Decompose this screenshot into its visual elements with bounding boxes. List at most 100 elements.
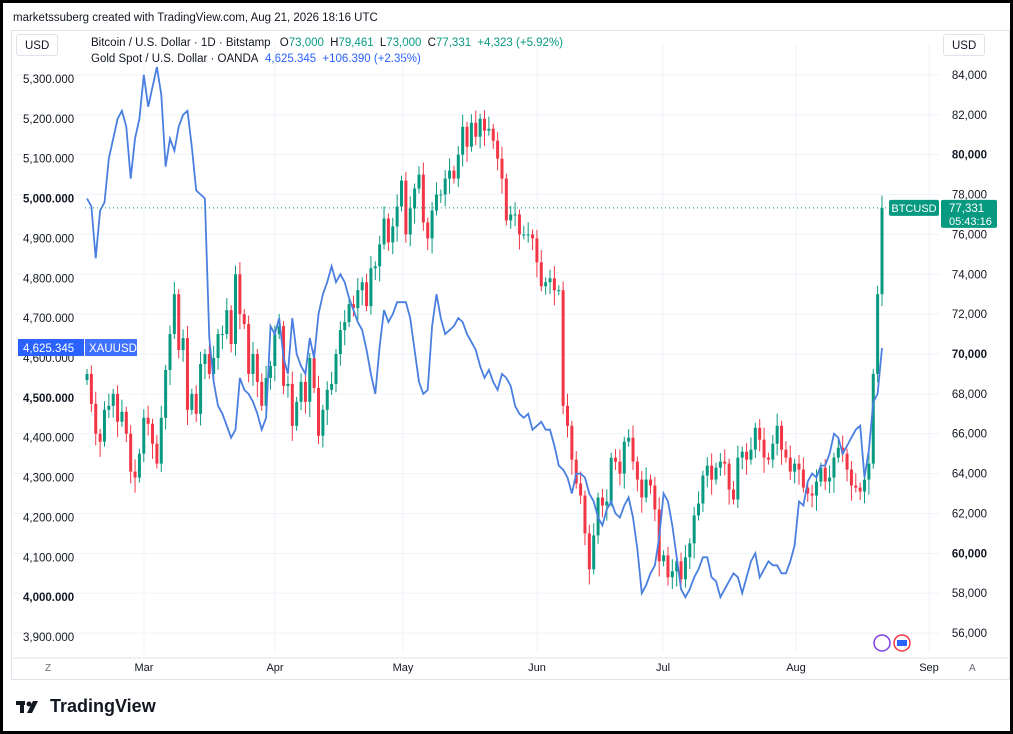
- btc-candle-body: [539, 262, 543, 287]
- gold-last: 4,625.345: [265, 53, 317, 65]
- btc-candle-body: [504, 178, 508, 221]
- btc-candle-body: [391, 226, 395, 243]
- chart-panel[interactable]: [11, 30, 1010, 680]
- left-axis-tick: 5,300.000: [23, 74, 74, 86]
- btc-candle-body: [600, 497, 604, 506]
- right-axis-tick: 68,000: [952, 389, 987, 401]
- auto-scale-toggle[interactable]: A: [969, 663, 976, 674]
- btc-candle-body: [133, 471, 137, 478]
- btc-candle-body: [797, 463, 801, 470]
- btc-candle-body: [277, 326, 281, 335]
- btc-candle-body: [338, 330, 342, 354]
- btc-candle-body: [876, 294, 880, 374]
- btc-candle-body: [255, 354, 259, 382]
- btc-candle-body: [260, 381, 264, 406]
- btc-candle-body: [605, 501, 609, 506]
- btc-candle-body: [557, 290, 561, 292]
- btc-candle-body: [522, 234, 526, 236]
- btc-legend-name: Bitcoin / U.S. Dollar · 1D · Bitstamp: [91, 37, 271, 49]
- left-axis-tick: 4,000.000: [23, 592, 74, 604]
- btc-candle-body: [845, 453, 849, 470]
- btc-candle-body: [142, 417, 146, 454]
- btc-candle-body: [714, 467, 718, 480]
- btc-candle-body: [631, 437, 635, 462]
- btc-candle-body: [583, 495, 587, 534]
- btc-candle-body: [185, 338, 189, 410]
- btc-candle-body: [784, 449, 788, 458]
- snapshot-byline: marketssuberg created with TradingView.c…: [13, 12, 378, 24]
- btc-candle-body: [312, 357, 316, 388]
- event-icon[interactable]: [873, 634, 891, 652]
- right-axis-tick: 66,000: [952, 429, 987, 441]
- btc-candle-body: [181, 338, 185, 351]
- btc-candle-body: [325, 389, 329, 410]
- btc-candle-body: [775, 425, 779, 444]
- left-axis-tick: 4,400.000: [23, 433, 74, 445]
- btc-candle-body: [496, 140, 500, 159]
- right-currency-selector[interactable]: USD: [943, 34, 986, 56]
- btc-candle-body: [317, 387, 321, 436]
- btc-candle-body: [535, 238, 539, 263]
- gold-series-line: [86, 66, 883, 600]
- btc-candle-body: [675, 561, 679, 572]
- left-axis-tick: 4,900.000: [23, 233, 74, 245]
- right-axis-tick: 84,000: [952, 70, 987, 82]
- btc-candle-body: [212, 357, 216, 374]
- btc-candle-body: [758, 427, 762, 440]
- btc-candle-body: [220, 334, 224, 336]
- btc-high: 79,461: [338, 37, 374, 49]
- btc-candle-body: [321, 409, 325, 436]
- gold-legend-name: Gold Spot / U.S. Dollar · OANDA: [91, 53, 258, 65]
- btc-candle-body: [509, 214, 513, 221]
- btc-candle-body: [124, 411, 128, 434]
- btc-candle-body: [478, 118, 482, 137]
- btc-candle-body: [421, 174, 425, 223]
- btc-candle-body: [705, 465, 709, 476]
- btc-candle-body: [247, 324, 251, 374]
- btc-candle-body: [871, 373, 875, 464]
- left-currency-selector[interactable]: USD: [16, 34, 59, 56]
- zoom-reset-icon[interactable]: Z: [45, 663, 52, 674]
- gold-ticker-label-bg: [85, 339, 137, 357]
- right-axis-tick: 70,000: [952, 349, 987, 361]
- right-axis-tick: 58,000: [952, 588, 987, 600]
- btc-candle-body: [683, 557, 687, 580]
- right-axis-tick: 60,000: [952, 548, 987, 560]
- btc-candle-body: [592, 535, 596, 570]
- btc-candle-body: [461, 126, 465, 155]
- x-axis-tick: Jul: [656, 662, 670, 674]
- btc-candle-body: [360, 282, 364, 291]
- btc-candle-body: [120, 411, 124, 422]
- btc-candle-body: [177, 294, 181, 351]
- price-chart[interactable]: 84,000 82,000 80,000 78,000 76,000 74,000 72,0…: [3, 3, 1008, 729]
- left-axis-tick: 5,000.000: [23, 194, 74, 206]
- btc-candle-body: [574, 459, 578, 484]
- btc-candle-body: [513, 214, 517, 216]
- btc-candle-body: [718, 461, 722, 468]
- btc-candle-body: [609, 457, 613, 502]
- btc-candle-body: [347, 304, 351, 323]
- btc-candle-body: [107, 405, 111, 410]
- btc-candle-body: [151, 423, 155, 444]
- btc-candle-body: [880, 207, 884, 295]
- btc-candle-body: [251, 354, 255, 374]
- tradingview-logo: TradingView: [16, 696, 156, 717]
- gold-legend[interactable]: Gold Spot / U.S. Dollar · OANDA 4,625.34…: [91, 53, 421, 65]
- btc-candle-body: [531, 234, 535, 239]
- btc-candle-body: [828, 477, 832, 482]
- left-axis-tick: 4,500.000: [23, 393, 74, 405]
- tradingview-brand: TradingView: [50, 696, 156, 716]
- btc-candle-body: [137, 453, 141, 478]
- btc-legend[interactable]: Bitcoin / U.S. Dollar · 1D · Bitstamp O7…: [91, 37, 563, 49]
- btc-candle-body: [500, 158, 504, 179]
- btc-candle-body: [622, 441, 626, 474]
- left-axis-tick: 5,200.000: [23, 114, 74, 126]
- left-axis-tick: 3,900.000: [23, 632, 74, 644]
- right-axis-tick: 80,000: [952, 150, 987, 162]
- right-axis-tick: 74,000: [952, 269, 987, 281]
- btc-candle-body: [303, 381, 307, 402]
- btc-candle-body: [225, 310, 229, 335]
- btc-candle-body: [565, 405, 569, 426]
- btc-candle-body: [867, 463, 871, 480]
